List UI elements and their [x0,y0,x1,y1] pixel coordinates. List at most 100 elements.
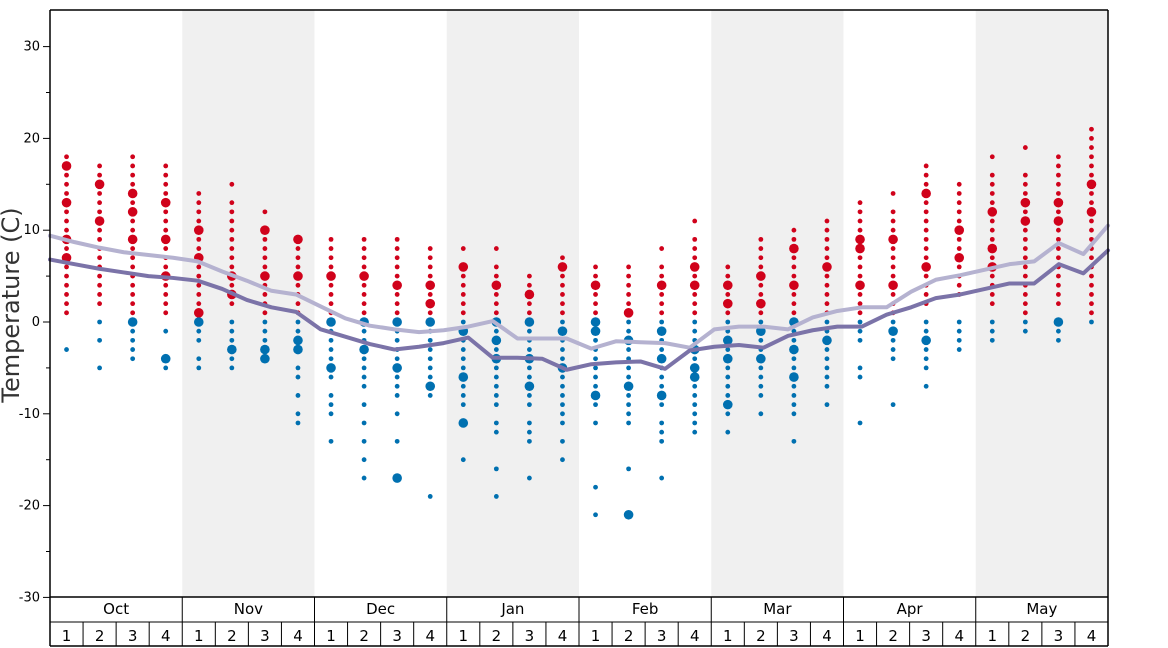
cold-point [392,473,402,483]
month-band-jan [446,10,579,597]
cold-point [295,319,301,325]
cold-point [725,429,731,435]
cold-point [229,328,235,334]
warm-point [1056,236,1061,242]
warm-point [493,273,499,279]
warm-point [1056,227,1061,233]
warm-point [163,310,169,316]
warm-point [328,255,334,261]
cold-point [626,411,631,417]
cold-point [527,374,532,380]
warm-point [229,246,235,251]
cold-point [824,374,830,380]
cold-point [229,319,235,325]
cold-point [890,356,896,362]
warm-point [196,236,202,242]
warm-point [758,246,764,251]
cold-point [758,383,764,389]
cold-point [160,353,171,364]
warm-point [361,255,367,261]
warm-point [857,227,863,233]
cold-point [725,365,731,371]
cold-point [692,328,698,334]
warm-point [163,301,169,307]
cold-point [560,402,565,408]
warm-point [692,292,698,297]
warm-point [163,218,169,224]
cold-point [458,418,469,428]
warm-point [890,227,896,233]
warm-point [130,310,136,316]
warm-point [791,236,797,242]
y-tick-label: -20 [19,499,40,514]
cold-point [460,383,466,389]
warm-point [196,191,202,196]
cold-point [758,319,764,325]
warm-point [923,273,929,279]
warm-point [890,209,896,215]
cold-point [229,365,235,371]
warm-point [1089,218,1094,224]
warm-point [64,273,69,279]
week-label: 3 [260,627,270,645]
cold-point [789,344,799,355]
cold-point [328,411,334,417]
cold-point [196,365,202,371]
warm-point [923,200,929,206]
cold-point [593,484,598,490]
warm-point [425,280,436,291]
cold-point [824,319,830,325]
y-tick-label: 10 [23,223,40,238]
warm-point [130,200,136,206]
warm-point [493,264,499,270]
cold-point [394,356,400,362]
cold-point [394,438,400,444]
warm-point [956,246,962,251]
cold-point [295,328,301,334]
warm-point [626,292,631,297]
cold-point [493,393,499,398]
warm-point [857,264,863,270]
month-label-jan: Jan [500,600,524,618]
cold-point [725,393,731,398]
warm-point [127,188,138,199]
warm-point [888,280,898,291]
warm-point [64,209,69,215]
warm-point [127,207,138,217]
cold-point [130,356,136,362]
cold-point [262,328,268,334]
warm-point [791,273,797,279]
cold-point [659,429,665,435]
cold-point [427,374,433,380]
week-label: 4 [161,627,171,645]
warm-point [923,292,929,297]
warm-point [1022,172,1028,178]
week-label: 3 [392,627,402,645]
cold-point [890,402,896,408]
warm-point [64,310,69,316]
warm-point [97,227,102,233]
cold-point [725,411,731,417]
warm-point [956,282,962,288]
cold-point [328,347,334,352]
cold-point [262,319,268,325]
cold-point [493,383,499,389]
cold-point [460,365,466,371]
warm-point [956,209,962,215]
cold-point [626,328,631,334]
cold-point [857,420,863,426]
week-label: 3 [525,627,535,645]
cold-point [722,335,733,346]
warm-point [857,310,863,316]
cold-point [593,374,598,380]
cold-point [196,328,202,334]
warm-point [1022,264,1028,270]
week-label: 2 [492,627,502,645]
warm-point [94,179,105,190]
warm-point [1089,282,1094,288]
warm-point [791,292,797,297]
warm-point [460,273,466,279]
warm-point [527,282,532,288]
warm-point [163,172,169,178]
